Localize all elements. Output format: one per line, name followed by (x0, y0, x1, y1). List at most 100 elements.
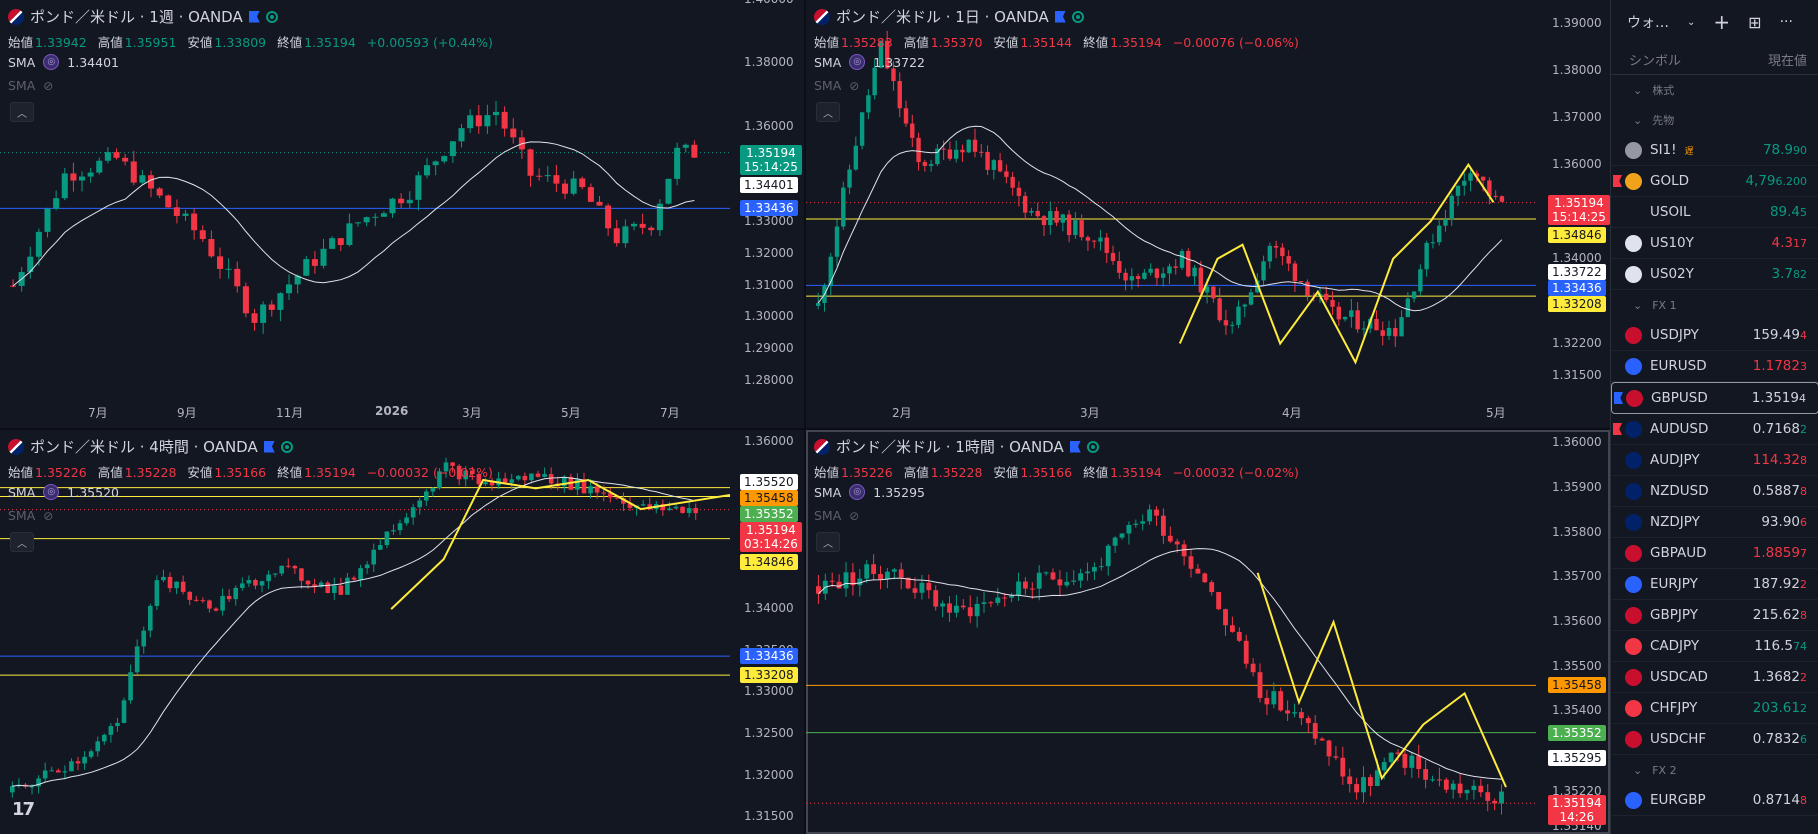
candle[interactable] (79, 176, 86, 181)
watchlist-row-eurgbp[interactable]: EURGBP 0.87148 (1611, 785, 1818, 816)
chart-title[interactable]: ポンド／米ドル · 1時間 · OANDA (836, 438, 1064, 456)
candle[interactable] (1110, 252, 1116, 262)
chevron-down-icon[interactable]: ⌄ (1633, 83, 1643, 97)
indicator-icon[interactable]: ◎ (43, 484, 60, 500)
watchlist-row-usoil[interactable]: USOIL 89.45 (1611, 197, 1818, 228)
candle[interactable] (903, 108, 909, 124)
candle[interactable] (501, 111, 508, 129)
candle[interactable] (988, 602, 994, 604)
candle[interactable] (389, 198, 396, 214)
candle[interactable] (1443, 219, 1448, 226)
candle[interactable] (75, 761, 81, 764)
candle[interactable] (562, 476, 567, 487)
chevron-down-icon[interactable]: ⌄ (1687, 16, 1696, 28)
candle[interactable] (891, 68, 896, 81)
candle[interactable] (926, 582, 932, 591)
candle[interactable] (1211, 286, 1216, 299)
candle[interactable] (673, 506, 679, 509)
price-label[interactable]: 1.35194 15:14:25 (1548, 194, 1610, 225)
candle[interactable] (437, 471, 442, 489)
candle[interactable] (259, 581, 265, 586)
candle[interactable] (1326, 740, 1332, 757)
candle[interactable] (470, 470, 475, 475)
candle[interactable] (1216, 592, 1222, 610)
candle[interactable] (640, 504, 646, 506)
candle[interactable] (954, 605, 959, 613)
candle[interactable] (430, 488, 436, 492)
candle[interactable] (371, 549, 377, 565)
candle[interactable] (1261, 261, 1266, 281)
price-label[interactable]: 1.35520 (740, 474, 798, 491)
candle[interactable] (1186, 250, 1191, 277)
candle[interactable] (397, 523, 403, 531)
candle[interactable] (866, 95, 871, 113)
candle[interactable] (613, 228, 620, 244)
candle[interactable] (596, 201, 603, 206)
candle[interactable] (233, 587, 239, 600)
candle[interactable] (575, 479, 580, 490)
candle[interactable] (1188, 556, 1194, 569)
candle[interactable] (1148, 268, 1153, 273)
candle[interactable] (391, 530, 396, 532)
candle[interactable] (156, 188, 163, 196)
candle[interactable] (1248, 292, 1254, 305)
candle[interactable] (355, 222, 362, 224)
candle[interactable] (1430, 242, 1436, 244)
candle[interactable] (1098, 237, 1103, 242)
candle[interactable] (1286, 256, 1291, 264)
watchlist-section[interactable]: ⌄ FX 1 (1611, 290, 1818, 320)
candle[interactable] (843, 572, 849, 589)
watchlist-section[interactable]: ⌄ 株式 (1611, 75, 1818, 105)
sma-hidden-legend[interactable]: SMA ⊘ (814, 78, 859, 93)
indicator-icon[interactable]: ◎ (43, 54, 60, 70)
indicator-icon[interactable]: ◎ (849, 484, 866, 500)
price-label[interactable]: 1.34846 (740, 554, 798, 571)
candle[interactable] (1029, 588, 1035, 590)
candle[interactable] (940, 603, 946, 607)
candle[interactable] (10, 786, 15, 793)
candle[interactable] (404, 517, 409, 524)
candle[interactable] (1064, 581, 1070, 586)
candle[interactable] (933, 590, 939, 607)
candle[interactable] (516, 475, 521, 480)
candle[interactable] (1009, 595, 1015, 598)
candle[interactable] (108, 726, 114, 735)
candle[interactable] (1374, 770, 1380, 787)
candle[interactable] (1368, 777, 1373, 787)
candle[interactable] (631, 223, 638, 227)
candle[interactable] (581, 479, 587, 494)
hidden-eye-icon[interactable]: ⊘ (43, 508, 54, 523)
candle[interactable] (1443, 779, 1449, 790)
candle[interactable] (1223, 609, 1228, 626)
candle[interactable] (1273, 245, 1279, 248)
candle[interactable] (1418, 269, 1423, 292)
candle[interactable] (1133, 523, 1139, 525)
candle[interactable] (885, 571, 890, 580)
candle[interactable] (1135, 276, 1141, 279)
candle[interactable] (1305, 281, 1310, 296)
candle[interactable] (10, 285, 17, 287)
candle[interactable] (1361, 328, 1367, 330)
candle[interactable] (1085, 571, 1090, 574)
candle[interactable] (1480, 176, 1486, 181)
time-axis[interactable]: 7月 9月 11月 2026 3月 5月 7月 (0, 404, 730, 424)
candle[interactable] (995, 597, 1001, 603)
candle[interactable] (380, 213, 387, 217)
candle[interactable] (1057, 579, 1063, 586)
candle[interactable] (1437, 225, 1442, 243)
candle[interactable] (836, 581, 842, 589)
candle[interactable] (1430, 779, 1435, 781)
candle[interactable] (493, 111, 500, 116)
price-label[interactable]: 1.35352 (740, 506, 798, 523)
candle[interactable] (1071, 580, 1077, 582)
candle[interactable] (1437, 779, 1442, 781)
candle[interactable] (475, 115, 482, 127)
candle[interactable] (299, 568, 304, 581)
sma-line[interactable] (12, 141, 695, 287)
price-label[interactable]: 1.35194 15:14:25 (740, 144, 802, 175)
candle[interactable] (351, 577, 357, 580)
watchlist-row-audusd[interactable]: AUDUSD 0.71682 (1611, 414, 1818, 445)
candle[interactable] (682, 144, 689, 148)
price-label[interactable]: 1.34401 (740, 176, 798, 193)
candle[interactable] (1285, 710, 1291, 714)
